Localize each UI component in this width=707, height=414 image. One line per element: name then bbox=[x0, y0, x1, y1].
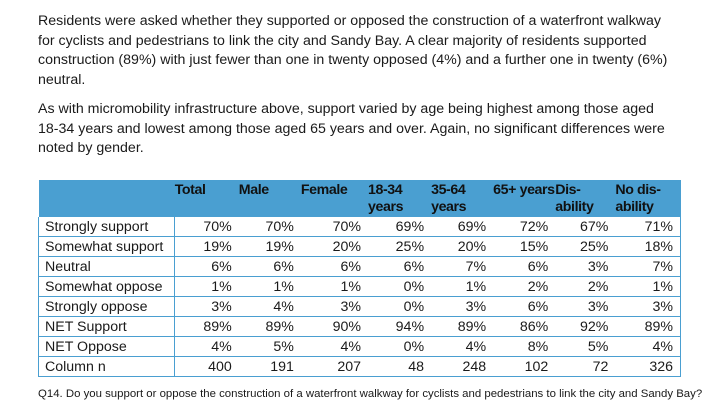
question-footnote: Q14. Do you support or oppose the constr… bbox=[38, 388, 703, 400]
table-cell: 400 bbox=[174, 356, 239, 377]
column-header-female: Female bbox=[300, 180, 368, 217]
column-header-male: Male bbox=[238, 180, 301, 217]
table-cell: 3% bbox=[431, 296, 494, 317]
row-label: NET Oppose bbox=[37, 336, 176, 357]
table-cell: 89% bbox=[431, 316, 494, 337]
table-header-row: Total Male Female 18-34 years 35-64 year… bbox=[38, 180, 681, 217]
table-cell: 8% bbox=[493, 336, 556, 357]
row-label: Somewhat support bbox=[37, 236, 176, 257]
table-cell: 70% bbox=[332, 218, 361, 235]
table-cell: 7% bbox=[431, 256, 494, 277]
table-cell: 69% bbox=[457, 218, 487, 235]
table-row: Neutral 6% 6% 6% 6% 7% 6% 3% 7% bbox=[37, 256, 682, 277]
table-cell: 6% bbox=[174, 256, 239, 277]
table-row: Somewhat support 19% 19% 20% 25% 20% 15% 25% 18% bbox=[37, 236, 682, 257]
table-cell: 18% bbox=[615, 236, 682, 257]
table-cell: 86% bbox=[493, 316, 556, 337]
table-cell: 4% bbox=[431, 336, 494, 357]
table-cell: 94% bbox=[367, 316, 432, 337]
table-cell: 20% bbox=[431, 236, 494, 257]
row-label: Neutral bbox=[37, 256, 176, 277]
table-cell: 102 bbox=[493, 356, 556, 377]
table-cell: 72 bbox=[555, 356, 616, 377]
table-cell: 4% bbox=[300, 336, 368, 357]
table-cell: 70% bbox=[265, 218, 294, 235]
table-cell: 3% bbox=[555, 256, 616, 277]
age-gender-paragraph: As with micromobility infrastructure abo… bbox=[38, 101, 665, 156]
row-label: Somewhat oppose bbox=[37, 276, 176, 297]
table-cell: 191 bbox=[238, 356, 301, 377]
table-cell: 1% bbox=[174, 276, 239, 297]
table-cell: 69% bbox=[395, 218, 425, 235]
table-row: Somewhat oppose 1% 1% 1% 0% 1% 2% 2% 1% bbox=[37, 276, 682, 297]
table-cell: 90% bbox=[300, 316, 368, 337]
table-row: NET Oppose 4% 5% 4% 0% 4% 8% 5% 4% bbox=[37, 336, 682, 357]
table-cell: 4% bbox=[238, 296, 301, 317]
table-cell: 2% bbox=[555, 276, 616, 297]
table-cell: 1% bbox=[615, 276, 682, 297]
row-label: Strongly support bbox=[37, 217, 176, 237]
table-cell: 3% bbox=[174, 296, 239, 317]
column-header-total: Total bbox=[174, 180, 239, 217]
table-cell: 1% bbox=[431, 276, 494, 297]
table-cell: 7% bbox=[615, 256, 682, 277]
intro-paragraph: Residents were asked whether they suppor… bbox=[38, 13, 668, 88]
table-cell: 5% bbox=[238, 336, 301, 357]
column-header-no-disability: No dis-ability bbox=[615, 180, 681, 217]
column-header-18-34: 18-34 years bbox=[367, 180, 432, 217]
table-cell: 48 bbox=[367, 356, 432, 377]
table-cell: 15% bbox=[493, 236, 556, 257]
table-cell: 89% bbox=[238, 316, 301, 337]
table-cell: 326 bbox=[615, 356, 682, 377]
support-results-table: Total Male Female 18-34 years 35-64 year… bbox=[37, 180, 682, 377]
table-cell: 20% bbox=[300, 236, 368, 257]
table-cell: 19% bbox=[238, 236, 301, 257]
table-cell: 248 bbox=[431, 356, 494, 377]
column-header-disability: Dis-ability bbox=[555, 180, 616, 217]
row-label: NET Support bbox=[37, 316, 176, 337]
column-header-35-64: 35-64 years bbox=[431, 180, 494, 217]
row-label: Column n bbox=[37, 356, 176, 377]
table-cell: 0% bbox=[367, 336, 432, 357]
table-cell: 71% bbox=[615, 217, 682, 237]
table-body: Strongly support 70% 70% 70% 69% 69% 72% 67% 71%… bbox=[37, 217, 682, 377]
table-row: Strongly support 70% 70% 70% 69% 69% 72% 67% 71% bbox=[37, 217, 682, 237]
table-cell: 3% bbox=[300, 296, 368, 317]
table-cell: 25% bbox=[555, 236, 616, 257]
table-cell: 1% bbox=[300, 276, 368, 297]
column-header-label bbox=[38, 180, 175, 217]
table-cell: 6% bbox=[493, 256, 556, 277]
table-cell: 1% bbox=[238, 276, 301, 297]
row-label: Strongly oppose bbox=[37, 296, 176, 317]
table-cell: 6% bbox=[367, 256, 432, 277]
column-header-65-plus: 65+ years bbox=[493, 180, 556, 217]
table-cell: 89% bbox=[615, 316, 682, 337]
table-cell: 0% bbox=[367, 296, 432, 317]
table-cell: 19% bbox=[174, 236, 239, 257]
table-cell: 6% bbox=[300, 256, 368, 277]
table-cell: 2% bbox=[493, 276, 556, 297]
table-cell: 6% bbox=[238, 256, 301, 277]
table-row: NET Support 89% 89% 90% 94% 89% 86% 92% 89% bbox=[37, 316, 682, 337]
table-cell: 25% bbox=[367, 236, 432, 257]
table-cell: 0% bbox=[367, 276, 432, 297]
table-cell: 89% bbox=[174, 316, 239, 337]
table-cell: 4% bbox=[615, 336, 682, 357]
table-row: Column n 400 191 207 48 248 102 72 326 bbox=[37, 356, 682, 377]
table-row: Strongly oppose 3% 4% 3% 0% 3% 6% 3% 3% bbox=[37, 296, 682, 317]
table-cell: 4% bbox=[174, 336, 239, 357]
table-cell: 67% bbox=[579, 218, 609, 235]
table-cell: 207 bbox=[300, 356, 368, 377]
table-cell: 3% bbox=[555, 296, 616, 317]
table-cell: 6% bbox=[493, 296, 556, 317]
table-cell: 92% bbox=[555, 316, 616, 337]
table-cell: 3% bbox=[615, 296, 682, 317]
table-cell: 5% bbox=[555, 336, 616, 357]
table-cell: 70% bbox=[203, 218, 232, 235]
table-cell: 72% bbox=[519, 218, 549, 235]
